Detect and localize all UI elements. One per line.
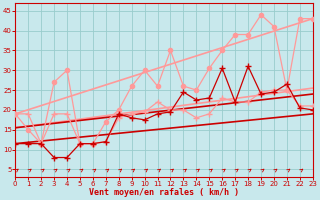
X-axis label: Vent moyen/en rafales ( km/h ): Vent moyen/en rafales ( km/h ) bbox=[89, 188, 239, 197]
